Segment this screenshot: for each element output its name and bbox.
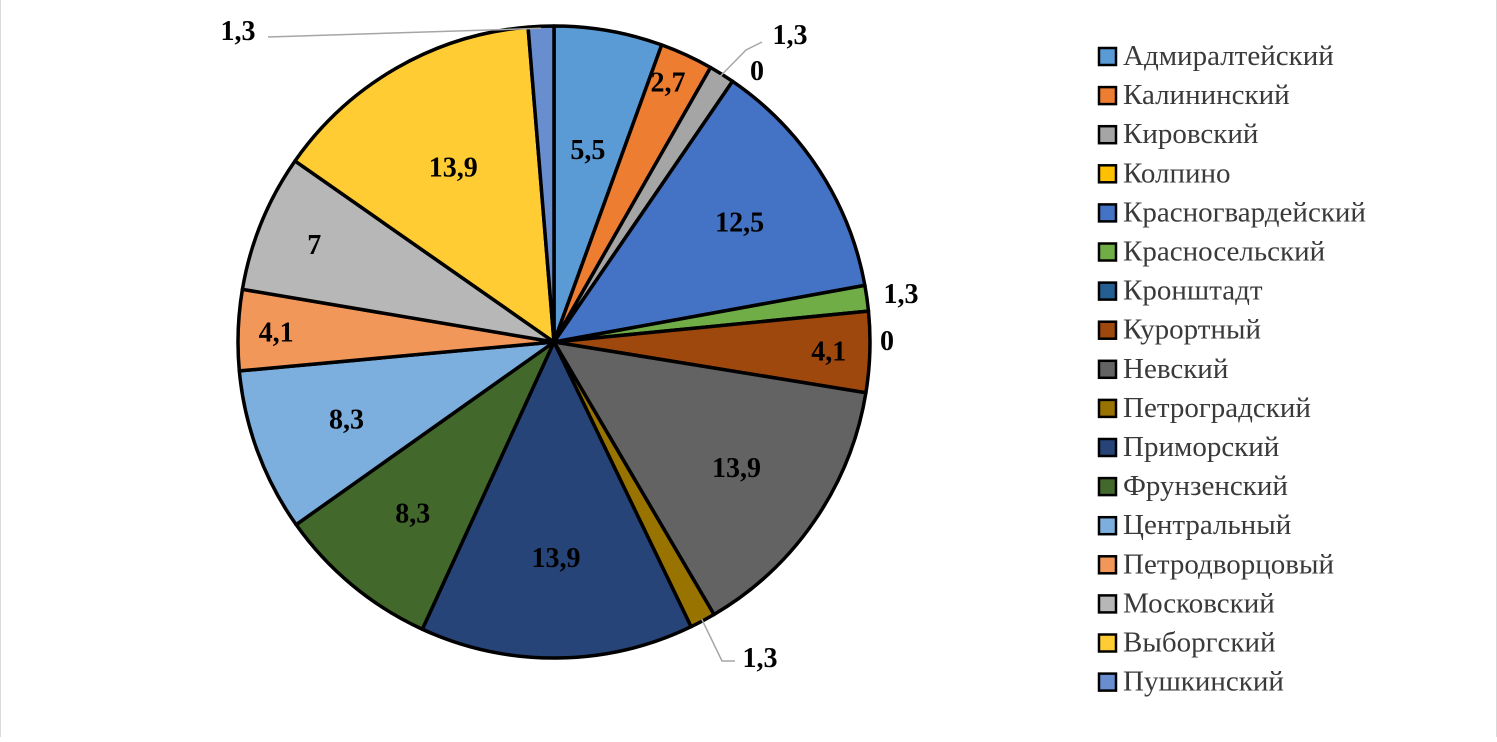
data-label-2: 2,7 xyxy=(651,67,686,98)
legend-label-17: Пушкинский xyxy=(1123,666,1284,698)
data-label-11: 13,9 xyxy=(532,543,581,574)
legend-label-5: Красногвардейский xyxy=(1123,196,1366,228)
pie-slices xyxy=(236,24,872,660)
leader-line-10 xyxy=(701,618,735,662)
legend-label-4: Колпино xyxy=(1123,157,1231,189)
slice-12 xyxy=(294,340,556,631)
data-label-9: 13,9 xyxy=(712,453,761,484)
legend-label-15: Московский xyxy=(1123,587,1275,619)
leader-line-17 xyxy=(267,27,542,38)
data-label-10: 1,3 xyxy=(743,643,778,674)
legend-label-16: Выборгский xyxy=(1123,627,1275,659)
legend-label-12: Фрунзенский xyxy=(1123,470,1288,502)
data-label-7: 0 xyxy=(880,326,894,357)
data-label-4: 0 xyxy=(750,56,764,87)
legend-label-9: Невский xyxy=(1123,353,1228,385)
legend-swatch-4 xyxy=(1097,164,1118,184)
legend-swatch-6 xyxy=(1097,242,1118,262)
legend-label-3: Кировский xyxy=(1123,118,1258,150)
legend-swatch-13 xyxy=(1097,515,1118,536)
data-label-6: 1,3 xyxy=(884,279,919,310)
data-label-17: 1,3 xyxy=(221,16,256,47)
data-label-8: 4,1 xyxy=(811,337,846,368)
data-label-3: 1,3 xyxy=(773,20,808,51)
slice-13 xyxy=(237,340,556,527)
data-label-13: 8,3 xyxy=(329,405,364,436)
data-label-1: 5,5 xyxy=(570,135,605,166)
legend-swatch-1 xyxy=(1097,46,1118,67)
data-label-15: 7 xyxy=(307,230,321,261)
legend-label-2: Калининский xyxy=(1123,79,1290,111)
slice-17 xyxy=(526,24,556,344)
legend-label-13: Центральный xyxy=(1123,509,1291,541)
data-labels: 5,5 2,7 1,3 0 12,5 1,3 0 4,1 13,9 1,3 13,9 8,3 8,3 4,… xyxy=(221,16,919,674)
legend-swatch-12 xyxy=(1097,476,1118,497)
legend-swatch-7 xyxy=(1097,281,1118,301)
legend-swatch-10 xyxy=(1097,398,1118,419)
legend-label-1: Адмиралтейский xyxy=(1123,40,1334,72)
data-label-5: 12,5 xyxy=(715,208,764,239)
data-label-12: 8,3 xyxy=(395,498,430,529)
data-label-16: 13,9 xyxy=(429,153,478,184)
legend-label-8: Курортный xyxy=(1123,314,1261,346)
legend: Адмиралтейский Калининский Кировский Колпин… xyxy=(1097,40,1366,698)
legend-swatch-11 xyxy=(1097,437,1118,458)
frame-left-border xyxy=(0,0,1,737)
legend-swatch-5 xyxy=(1097,203,1118,223)
legend-label-14: Петродворцовый xyxy=(1123,548,1334,580)
legend-swatch-15 xyxy=(1097,594,1118,614)
legend-swatch-9 xyxy=(1097,359,1118,380)
legend-swatch-14 xyxy=(1097,555,1118,575)
data-label-14: 4,1 xyxy=(259,318,294,349)
slice-16 xyxy=(293,25,556,344)
legend-label-10: Петроградский xyxy=(1123,392,1311,424)
slice-15 xyxy=(240,159,556,344)
legend-swatch-2 xyxy=(1097,85,1118,106)
legend-swatch-8 xyxy=(1097,320,1118,340)
legend-label-11: Приморский xyxy=(1123,431,1279,463)
legend-swatch-16 xyxy=(1097,633,1118,653)
leader-lines xyxy=(267,27,763,662)
legend-swatch-17 xyxy=(1097,672,1118,692)
leader-line-3 xyxy=(720,41,763,77)
slice-9 xyxy=(552,340,868,617)
slice-5 xyxy=(552,79,867,344)
legend-swatch-3 xyxy=(1097,124,1118,145)
legend-label-7: Кронштадт xyxy=(1123,275,1263,307)
legend-label-6: Красносельский xyxy=(1123,236,1325,268)
slice-11 xyxy=(420,340,693,660)
